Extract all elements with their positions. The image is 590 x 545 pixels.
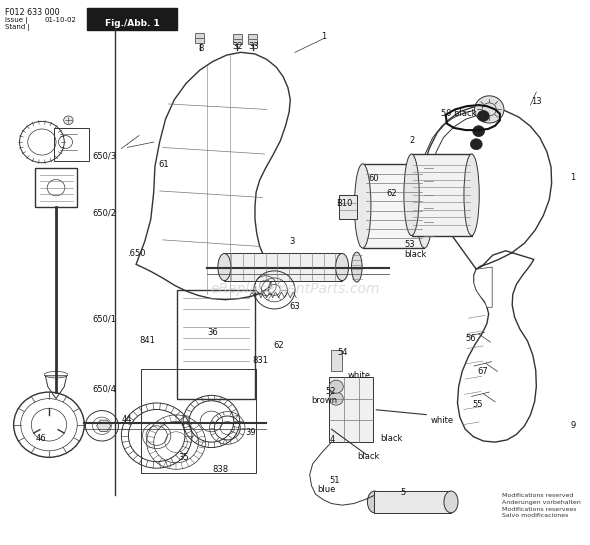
Text: 841: 841 xyxy=(139,336,155,345)
Bar xyxy=(339,195,358,219)
Bar xyxy=(248,34,257,44)
Text: 55: 55 xyxy=(473,399,483,409)
Text: black: black xyxy=(381,434,403,443)
Text: 5: 5 xyxy=(400,488,405,497)
Circle shape xyxy=(329,380,343,393)
Text: 2: 2 xyxy=(410,136,415,146)
Bar xyxy=(224,253,342,281)
Text: black: black xyxy=(358,452,380,461)
Text: 32: 32 xyxy=(232,42,243,51)
Text: 3: 3 xyxy=(289,237,294,246)
Text: 650/2: 650/2 xyxy=(92,208,116,217)
Ellipse shape xyxy=(336,253,349,281)
Text: 650/3: 650/3 xyxy=(92,151,116,160)
Text: 67: 67 xyxy=(477,367,488,376)
Polygon shape xyxy=(474,267,492,307)
Text: 831: 831 xyxy=(252,356,268,365)
Text: 54: 54 xyxy=(337,348,348,358)
Circle shape xyxy=(470,139,482,150)
Bar xyxy=(177,290,255,398)
FancyBboxPatch shape xyxy=(87,8,177,30)
Circle shape xyxy=(64,116,73,125)
Text: 62: 62 xyxy=(273,341,284,350)
Ellipse shape xyxy=(444,491,458,513)
Text: B10: B10 xyxy=(336,199,353,208)
Ellipse shape xyxy=(464,154,479,235)
Text: 8: 8 xyxy=(198,44,204,53)
Text: 13: 13 xyxy=(531,97,542,106)
Circle shape xyxy=(473,126,484,137)
Text: blue: blue xyxy=(317,486,336,494)
Circle shape xyxy=(329,392,343,405)
Text: 36: 36 xyxy=(207,328,218,337)
Text: brown: brown xyxy=(312,396,337,405)
Text: 52: 52 xyxy=(326,386,336,396)
Bar xyxy=(332,350,342,372)
Text: F012 633 000: F012 633 000 xyxy=(5,8,60,17)
Text: eReplacementParts.com: eReplacementParts.com xyxy=(210,282,380,296)
Bar xyxy=(375,491,451,513)
Text: 01-10-02: 01-10-02 xyxy=(45,17,77,23)
Text: 62: 62 xyxy=(386,189,397,198)
Circle shape xyxy=(474,96,504,123)
Text: 39: 39 xyxy=(245,428,255,438)
Text: 1: 1 xyxy=(320,32,326,40)
Text: 56: 56 xyxy=(466,334,476,343)
Text: Modifications reserved
Anderungen vorbehalten
Modifications reservees
Salvo modi: Modifications reserved Anderungen vorbeh… xyxy=(502,493,581,518)
Text: 4: 4 xyxy=(329,435,335,444)
Text: 44: 44 xyxy=(122,415,132,424)
Text: 650/1: 650/1 xyxy=(92,314,116,323)
Text: 51: 51 xyxy=(329,476,340,485)
Ellipse shape xyxy=(417,164,432,248)
Text: 53
black: 53 black xyxy=(404,240,426,259)
Text: 35: 35 xyxy=(178,453,188,462)
Ellipse shape xyxy=(368,491,382,513)
Text: .650: .650 xyxy=(127,249,146,258)
Text: white: white xyxy=(348,371,371,380)
Text: white: white xyxy=(430,416,454,425)
Text: 46: 46 xyxy=(36,434,47,443)
Ellipse shape xyxy=(355,164,371,248)
Text: 9: 9 xyxy=(571,421,576,431)
Text: 1: 1 xyxy=(571,173,576,182)
Bar xyxy=(232,34,242,44)
Bar xyxy=(412,154,471,235)
Text: 33: 33 xyxy=(248,42,259,51)
Ellipse shape xyxy=(404,154,419,235)
Text: Fig./Abb. 1: Fig./Abb. 1 xyxy=(104,19,159,28)
Ellipse shape xyxy=(218,253,231,281)
Circle shape xyxy=(477,111,489,122)
Polygon shape xyxy=(97,420,111,432)
Bar xyxy=(363,164,424,248)
Text: 838: 838 xyxy=(212,465,229,474)
Bar xyxy=(141,370,255,473)
Text: 61: 61 xyxy=(159,160,169,169)
Text: 60: 60 xyxy=(369,174,379,184)
Bar xyxy=(35,168,77,207)
Bar xyxy=(195,33,204,43)
Text: Stand |: Stand | xyxy=(5,24,30,31)
Bar xyxy=(54,129,89,161)
Bar xyxy=(329,377,373,442)
Text: 50 black: 50 black xyxy=(441,109,477,118)
Text: 63: 63 xyxy=(289,302,300,311)
Text: Issue |: Issue | xyxy=(5,17,28,24)
Ellipse shape xyxy=(352,252,362,282)
Text: 650/4: 650/4 xyxy=(92,385,116,394)
